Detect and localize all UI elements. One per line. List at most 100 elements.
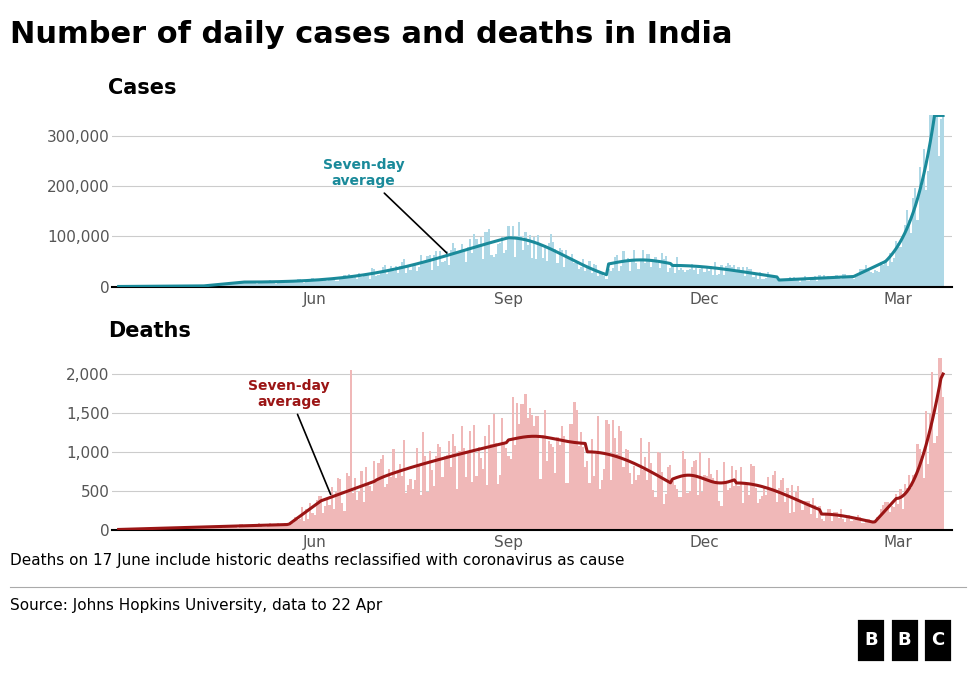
Bar [439, 447, 441, 530]
Bar [578, 269, 580, 287]
Bar [618, 271, 621, 287]
Bar [486, 485, 488, 530]
Bar [245, 281, 248, 287]
Bar [349, 278, 352, 287]
Text: Deaths on 17 June include historic deaths reclassified with coronavirus as cause: Deaths on 17 June include historic death… [10, 553, 625, 568]
Bar [552, 242, 554, 287]
Bar [693, 462, 695, 530]
Bar [352, 278, 354, 287]
Bar [544, 410, 546, 530]
Bar [335, 492, 337, 530]
Bar [668, 467, 670, 530]
Bar [264, 528, 266, 530]
Bar [509, 459, 511, 530]
Bar [942, 397, 944, 530]
Bar [243, 282, 245, 287]
Bar [695, 460, 697, 530]
Bar [143, 529, 145, 530]
Bar [173, 528, 175, 530]
Bar [347, 274, 349, 287]
Bar [576, 410, 578, 530]
Bar [789, 513, 791, 530]
Bar [644, 263, 646, 287]
Bar [522, 251, 524, 287]
Bar [795, 492, 797, 530]
Bar [352, 492, 354, 530]
Bar [686, 494, 688, 530]
Bar [735, 471, 738, 530]
Bar [893, 258, 895, 287]
Bar [454, 445, 457, 530]
Bar [808, 501, 810, 530]
Bar [880, 261, 882, 287]
Bar [797, 279, 799, 287]
Bar [230, 283, 232, 287]
Bar [339, 479, 342, 530]
Bar [657, 263, 659, 287]
Bar [872, 522, 874, 530]
Bar [846, 278, 848, 287]
Bar [365, 466, 367, 530]
Bar [565, 249, 567, 287]
Bar [629, 473, 630, 530]
Bar [791, 279, 793, 287]
Bar [706, 475, 708, 530]
Bar [322, 282, 324, 287]
Bar [897, 504, 900, 530]
Bar [584, 467, 587, 530]
Bar [834, 513, 835, 530]
Bar [729, 265, 731, 287]
Bar [261, 283, 263, 287]
Bar [708, 270, 710, 287]
Bar [469, 431, 471, 530]
Bar [691, 263, 693, 287]
Bar [610, 271, 612, 287]
Bar [509, 239, 511, 287]
Bar [675, 257, 678, 287]
Bar [433, 255, 435, 287]
Bar [682, 270, 684, 287]
Bar [333, 509, 335, 530]
Bar [546, 261, 548, 287]
Bar [324, 506, 326, 530]
Bar [663, 504, 665, 530]
Bar [803, 276, 805, 287]
Bar [416, 448, 418, 530]
Bar [183, 527, 185, 530]
Bar [542, 435, 544, 530]
Bar [235, 284, 237, 287]
Bar [842, 274, 844, 287]
Bar [708, 458, 710, 530]
Bar [891, 261, 893, 287]
Bar [832, 278, 834, 287]
FancyBboxPatch shape [890, 618, 918, 663]
Bar [301, 507, 303, 530]
Bar [751, 464, 752, 530]
Bar [758, 499, 761, 530]
Bar [592, 264, 594, 287]
Bar [454, 248, 457, 287]
Bar [484, 232, 486, 287]
Bar [731, 466, 733, 530]
Bar [749, 269, 751, 287]
Bar [756, 503, 758, 530]
Bar [819, 506, 821, 530]
Text: C: C [931, 631, 945, 649]
Bar [544, 245, 546, 287]
Bar [196, 286, 198, 287]
Bar [740, 273, 742, 287]
Bar [554, 249, 556, 287]
Bar [490, 255, 493, 287]
Bar [889, 511, 891, 530]
Bar [859, 270, 861, 287]
Bar [548, 441, 550, 530]
Bar [902, 236, 904, 287]
Bar [587, 268, 589, 287]
Bar [644, 458, 646, 530]
Bar [554, 473, 556, 530]
Bar [648, 254, 650, 287]
Bar [263, 283, 264, 287]
Bar [396, 274, 399, 287]
Bar [752, 466, 754, 530]
Bar [224, 285, 226, 287]
